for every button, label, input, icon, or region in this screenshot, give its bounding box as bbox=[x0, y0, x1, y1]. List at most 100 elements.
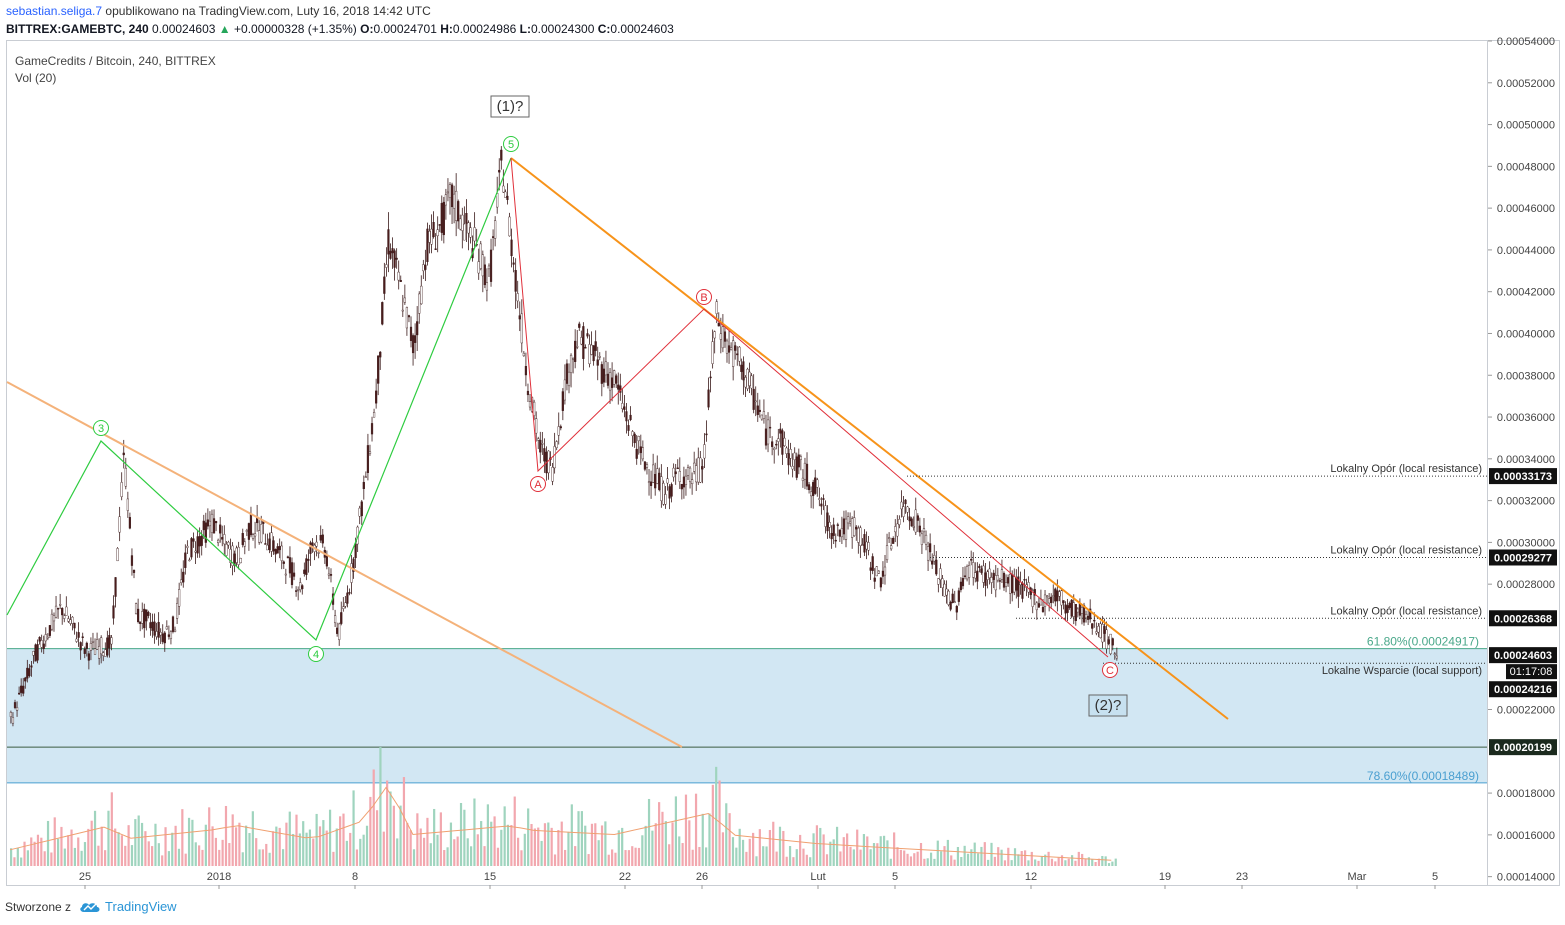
candle-body bbox=[75, 638, 78, 642]
candle-body bbox=[885, 545, 889, 561]
volume-bar bbox=[825, 854, 829, 866]
candle-body bbox=[602, 368, 605, 383]
candle-body bbox=[834, 539, 837, 542]
candle-body bbox=[768, 426, 772, 429]
candle-body bbox=[658, 472, 661, 491]
volume-bar bbox=[983, 842, 986, 866]
candle-body bbox=[617, 384, 620, 390]
candle-body bbox=[389, 250, 392, 259]
y-tick-label: 0.00034000 bbox=[1497, 454, 1555, 466]
volume-bar bbox=[815, 825, 819, 866]
volume-bar bbox=[117, 832, 120, 866]
y-tick-label: 0.00052000 bbox=[1497, 78, 1555, 90]
candle-body bbox=[730, 347, 733, 350]
candle-body bbox=[20, 685, 23, 693]
volume-bar bbox=[970, 849, 973, 866]
candle-body bbox=[202, 520, 205, 531]
candle-body bbox=[688, 467, 692, 483]
candle-body bbox=[494, 220, 497, 239]
change-value: +0.00000328 (+1.35%) bbox=[234, 22, 357, 36]
candle-body bbox=[970, 559, 973, 561]
candle-body bbox=[555, 441, 558, 448]
candle-body bbox=[832, 524, 835, 536]
candle-body bbox=[1068, 602, 1071, 608]
volume-bar bbox=[355, 849, 359, 866]
volume-bar bbox=[1104, 856, 1107, 866]
candle-body bbox=[214, 521, 218, 524]
chart-pane[interactable] bbox=[6, 40, 1488, 886]
candle-body bbox=[245, 530, 248, 532]
candle-body bbox=[881, 570, 885, 577]
candle-body bbox=[715, 301, 718, 314]
candle-body bbox=[401, 309, 404, 312]
volume-bar bbox=[741, 839, 745, 866]
candle-body bbox=[424, 264, 427, 270]
candle-body bbox=[922, 528, 926, 533]
candle-body bbox=[307, 559, 310, 561]
candle-body bbox=[430, 228, 433, 245]
volume-bar bbox=[849, 846, 852, 866]
volume-bar bbox=[587, 854, 590, 866]
candle-body bbox=[496, 193, 499, 208]
candle-body bbox=[65, 606, 68, 616]
candle-body bbox=[578, 323, 581, 328]
y-tick-label: 0.00014000 bbox=[1497, 872, 1555, 884]
volume-bar bbox=[752, 832, 755, 866]
candle-body bbox=[282, 561, 285, 564]
volume-bar bbox=[251, 811, 254, 866]
volume-bar bbox=[711, 784, 714, 866]
volume-bar bbox=[678, 836, 681, 866]
volume-bar bbox=[1087, 857, 1090, 866]
volume-bar bbox=[399, 805, 402, 866]
candle-body bbox=[1078, 603, 1082, 616]
volume-bar bbox=[372, 769, 375, 866]
candle-body bbox=[453, 193, 456, 209]
candle-body bbox=[98, 646, 101, 659]
candle-body bbox=[937, 578, 940, 585]
created-with-label: Stworzone z bbox=[5, 899, 72, 914]
candle-body bbox=[574, 340, 577, 362]
candle-body bbox=[820, 503, 823, 507]
candle-body bbox=[1072, 602, 1075, 617]
candle-body bbox=[992, 572, 995, 580]
volume-bar bbox=[980, 846, 983, 866]
candle-body bbox=[303, 569, 306, 574]
volume-bar bbox=[1030, 851, 1033, 866]
candle-body bbox=[450, 184, 454, 208]
tradingview-link[interactable]: TradingView bbox=[79, 899, 177, 914]
candle-body bbox=[781, 430, 784, 455]
candle-body bbox=[100, 637, 103, 655]
candle-body bbox=[984, 572, 987, 586]
candle-body bbox=[405, 307, 409, 329]
candle-body bbox=[918, 525, 921, 533]
candle-body bbox=[372, 412, 376, 418]
volume-bar bbox=[580, 811, 583, 866]
candle-body bbox=[900, 501, 903, 510]
candle-body bbox=[169, 631, 173, 639]
volume-bar bbox=[30, 837, 33, 866]
volume-bar bbox=[869, 849, 872, 866]
volume-bar bbox=[107, 810, 110, 866]
price-axis[interactable] bbox=[1488, 40, 1560, 886]
candle-body bbox=[1060, 590, 1063, 606]
candle-body bbox=[855, 526, 858, 530]
author-link[interactable]: sebastian.seliga.7 bbox=[6, 4, 103, 18]
candle-body bbox=[941, 578, 944, 588]
volume-bar bbox=[631, 846, 634, 866]
candle-body bbox=[87, 653, 90, 661]
volume-bar bbox=[1084, 858, 1087, 866]
candle-body bbox=[270, 532, 273, 552]
volume-bar bbox=[916, 851, 919, 866]
candle-body bbox=[235, 547, 238, 563]
candle-body bbox=[1002, 573, 1006, 588]
candle-body bbox=[972, 562, 975, 578]
volume-bar bbox=[570, 804, 573, 866]
candle-body bbox=[510, 239, 513, 257]
candle-body bbox=[397, 271, 400, 281]
volume-bar bbox=[137, 815, 140, 866]
volume-bar bbox=[997, 847, 1000, 866]
candle-body bbox=[358, 507, 361, 517]
volume-bar bbox=[812, 833, 815, 866]
candle-body bbox=[693, 462, 696, 472]
